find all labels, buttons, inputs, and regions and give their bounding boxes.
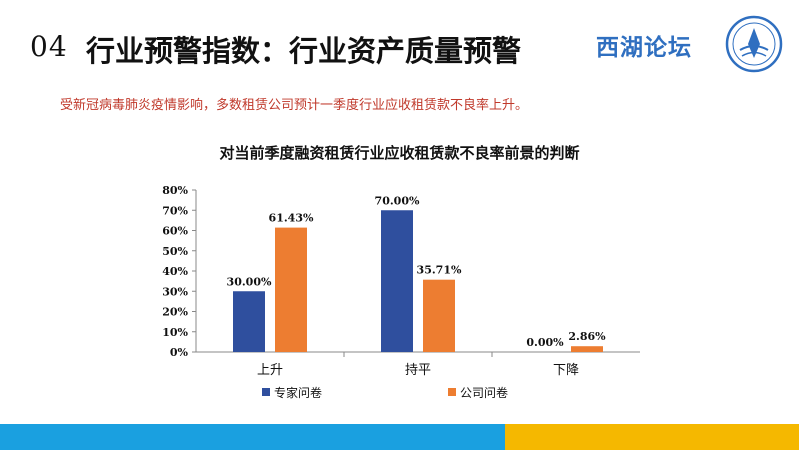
section-number: 04 [30, 30, 68, 63]
bar-expert [233, 291, 265, 352]
bar-company [571, 346, 603, 352]
y-tick-label: 40% [162, 265, 188, 278]
y-tick-label: 10% [162, 326, 188, 339]
legend-swatch [262, 388, 270, 396]
bar-expert [381, 210, 413, 352]
data-label: 0.00% [526, 336, 564, 349]
data-label: 2.86% [568, 330, 606, 343]
y-tick-label: 30% [162, 285, 188, 298]
legend-label: 公司问卷 [460, 385, 508, 400]
bar-chart: 0% 10% 20% 30% 40% 50% 60% 70% 80% 上升 30.00% 61.43%… [162, 184, 640, 400]
data-label: 70.00% [375, 194, 420, 207]
x-category-label: 下降 [553, 363, 579, 378]
footer-blue-bar [0, 424, 505, 450]
bar-company [423, 279, 455, 352]
y-tick-label: 20% [162, 306, 188, 319]
page-title: 行业预警指数：行业资产质量预警 [86, 34, 522, 68]
y-tick-label: 60% [162, 225, 188, 238]
legend-swatch [448, 388, 456, 396]
x-category-label: 持平 [405, 363, 431, 378]
x-category-label: 上升 [257, 363, 283, 378]
chart-title: 对当前季度融资租赁行业应收租赁款不良率前景的判断 [219, 144, 580, 162]
data-label: 30.00% [227, 275, 272, 288]
brand-name: 西湖论坛 [596, 34, 692, 61]
y-tick-label: 0% [170, 346, 189, 359]
subtitle-note: 受新冠病毒肺炎疫情影响，多数租赁公司预计一季度行业应收租赁款不良率上升。 [60, 98, 529, 113]
bar-company [275, 227, 307, 352]
data-label: 35.71% [417, 264, 462, 277]
y-tick-label: 70% [162, 204, 188, 217]
legend-label: 专家问卷 [274, 385, 322, 400]
data-label: 61.43% [269, 212, 314, 225]
y-tick-label: 50% [162, 245, 188, 258]
y-tick-label: 80% [162, 184, 188, 197]
footer-yellow-bar [505, 424, 799, 450]
brand-logo-icon [725, 15, 783, 73]
